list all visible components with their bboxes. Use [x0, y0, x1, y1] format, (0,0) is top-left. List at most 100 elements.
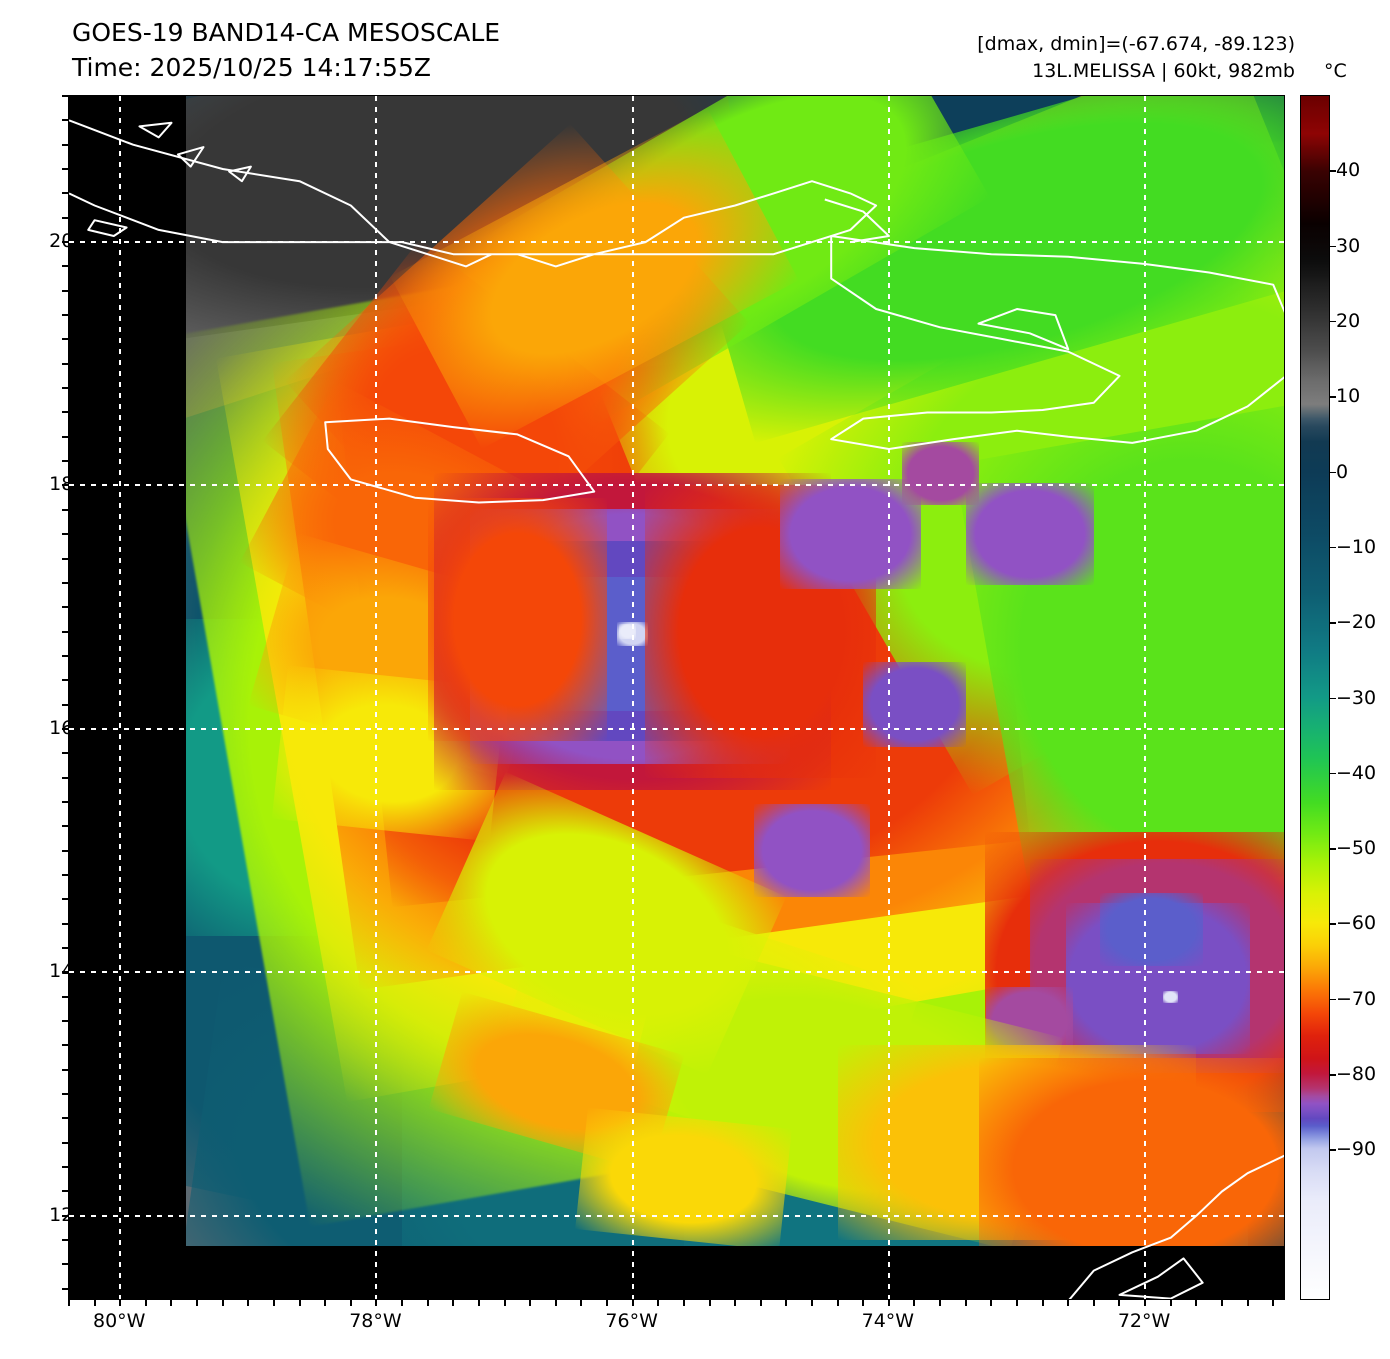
- dmax-dmin-readout: [dmax, dmin]=(-67.674, -89.123): [977, 33, 1295, 55]
- temperature-colorbar[interactable]: [1300, 95, 1330, 1300]
- axis-minor-tick-x: [1015, 1300, 1018, 1306]
- colorbar-tick-mark: [1330, 546, 1336, 549]
- axis-minor-tick-x: [1220, 1300, 1223, 1306]
- colorbar-tick-label: −40: [1336, 761, 1377, 784]
- axis-minor-tick-x: [119, 1300, 122, 1306]
- axis-minor-tick-x: [144, 1300, 147, 1306]
- axis-minor-tick-x: [170, 1300, 173, 1306]
- graticule-latitude-line: [69, 241, 1284, 244]
- graticule-latitude-line: [69, 484, 1284, 487]
- axis-label-longitude: 76°W: [605, 1310, 658, 1332]
- colorbar-gradient: [1301, 96, 1329, 1299]
- axis-minor-tick-y: [62, 216, 68, 219]
- axis-minor-tick-y: [62, 95, 68, 97]
- colorbar-tick-mark: [1330, 772, 1336, 775]
- axis-minor-tick-x: [682, 1300, 685, 1306]
- axis-minor-tick-x: [477, 1300, 480, 1306]
- axis-minor-tick-x: [1272, 1300, 1275, 1306]
- axis-minor-tick-x: [503, 1300, 506, 1306]
- coastline-overlay: [69, 119, 1284, 1299]
- axis-minor-tick-y: [62, 898, 68, 901]
- axis-minor-tick-x: [836, 1300, 839, 1306]
- axis-minor-tick-x: [298, 1300, 301, 1306]
- satellite-image-plot[interactable]: Copyright © 2020-2025 Dapiya: [68, 95, 1285, 1300]
- axis-minor-tick-y: [62, 1117, 68, 1120]
- colorbar-tick-label: 20: [1336, 309, 1361, 332]
- colorbar-tick-mark: [1330, 245, 1336, 248]
- axis-minor-tick-x: [221, 1300, 224, 1306]
- axis-minor-tick-x: [349, 1300, 352, 1306]
- graticule-longitude-line: [375, 96, 378, 1299]
- axis-minor-tick-x: [196, 1300, 199, 1306]
- axis-minor-tick-x: [606, 1300, 609, 1306]
- axis-minor-tick-y: [62, 1287, 68, 1290]
- axis-label-longitude: 74°W: [861, 1310, 915, 1332]
- axis-minor-tick-x: [452, 1300, 455, 1306]
- coastline-cuba-east: [824, 198, 890, 244]
- axis-minor-tick-x: [964, 1300, 967, 1306]
- axis-minor-tick-y: [62, 1141, 68, 1144]
- colorbar-tick-mark: [1330, 471, 1336, 474]
- cloud-region: [1100, 893, 1203, 967]
- axis-minor-tick-x: [785, 1300, 788, 1306]
- axis-minor-tick-y: [62, 873, 68, 876]
- axis-minor-tick-y: [62, 1263, 68, 1266]
- axis-minor-tick-x: [1092, 1300, 1095, 1306]
- axis-minor-tick-x: [1195, 1300, 1198, 1306]
- axis-minor-tick-y: [62, 581, 68, 584]
- colorbar-tick-label: −50: [1336, 837, 1377, 860]
- axis-minor-tick-y: [62, 825, 68, 828]
- colorbar-tick-mark: [1330, 848, 1336, 850]
- axis-minor-tick-x: [93, 1300, 96, 1306]
- colorbar-tick-label: 0: [1336, 460, 1349, 483]
- axis-minor-tick-y: [62, 119, 68, 122]
- colorbar-tick-mark: [1330, 622, 1336, 624]
- axis-minor-tick-y: [62, 971, 68, 974]
- axis-minor-tick-y: [62, 241, 68, 244]
- coastline-hispaniola-bay: [977, 308, 1070, 351]
- axis-minor-tick-x: [708, 1300, 711, 1306]
- axis-minor-tick-y: [62, 435, 68, 438]
- colorbar-tick-mark: [1330, 923, 1336, 925]
- axis-minor-tick-y: [62, 557, 68, 560]
- no-data-region-west: [69, 96, 186, 1299]
- axis-minor-tick-y: [62, 703, 68, 706]
- colorbar-tick-mark: [1330, 1074, 1336, 1076]
- axis-minor-tick-x: [811, 1300, 813, 1306]
- graticule-latitude-line: [69, 727, 1284, 730]
- cloud-region: [863, 661, 966, 748]
- axis-minor-tick-x: [631, 1300, 634, 1306]
- axis-minor-tick-x: [913, 1300, 916, 1306]
- axis-minor-tick-x: [426, 1300, 429, 1306]
- axis-minor-tick-x: [657, 1300, 660, 1306]
- axis-label-longitude: 78°W: [349, 1310, 402, 1332]
- axis-minor-tick-x: [375, 1300, 378, 1306]
- axis-minor-tick-x: [68, 1300, 70, 1306]
- page-title: GOES-19 BAND14-CA MESOSCALE Time: 2025/1…: [72, 16, 500, 85]
- axis-minor-tick-x: [990, 1300, 993, 1306]
- axis-minor-tick-x: [887, 1300, 890, 1306]
- coastline-south-america: [1068, 1154, 1284, 1299]
- axis-minor-tick-x: [1067, 1300, 1070, 1306]
- axis-minor-tick-x: [324, 1300, 327, 1306]
- axis-minor-tick-y: [62, 1093, 68, 1096]
- axis-minor-tick-y: [62, 143, 68, 146]
- axis-minor-tick-y: [62, 630, 68, 633]
- colorbar-tick-label: −20: [1336, 611, 1377, 634]
- axis-minor-tick-y: [62, 849, 68, 852]
- axis-minor-tick-y: [62, 508, 68, 511]
- cloud-region: [901, 441, 979, 505]
- axis-label-longitude: 80°W: [93, 1310, 146, 1332]
- graticule-longitude-line: [887, 96, 890, 1299]
- title-satellite-band: GOES-19 BAND14-CA MESOSCALE: [72, 18, 501, 47]
- coastline-jamaica: [324, 417, 596, 504]
- axis-minor-tick-y: [62, 1166, 68, 1169]
- colorbar-tick-mark: [1330, 1149, 1336, 1151]
- cloud-region: [779, 479, 921, 589]
- graticule-longitude-line: [631, 96, 634, 1299]
- axis-minor-tick-y: [62, 533, 68, 536]
- cloud-region: [427, 497, 608, 742]
- storm-intensity-readout: 13L.MELISSA | 60kt, 982mb: [1032, 59, 1295, 82]
- axis-minor-tick-y: [62, 752, 68, 755]
- axis-minor-tick-y: [62, 265, 68, 268]
